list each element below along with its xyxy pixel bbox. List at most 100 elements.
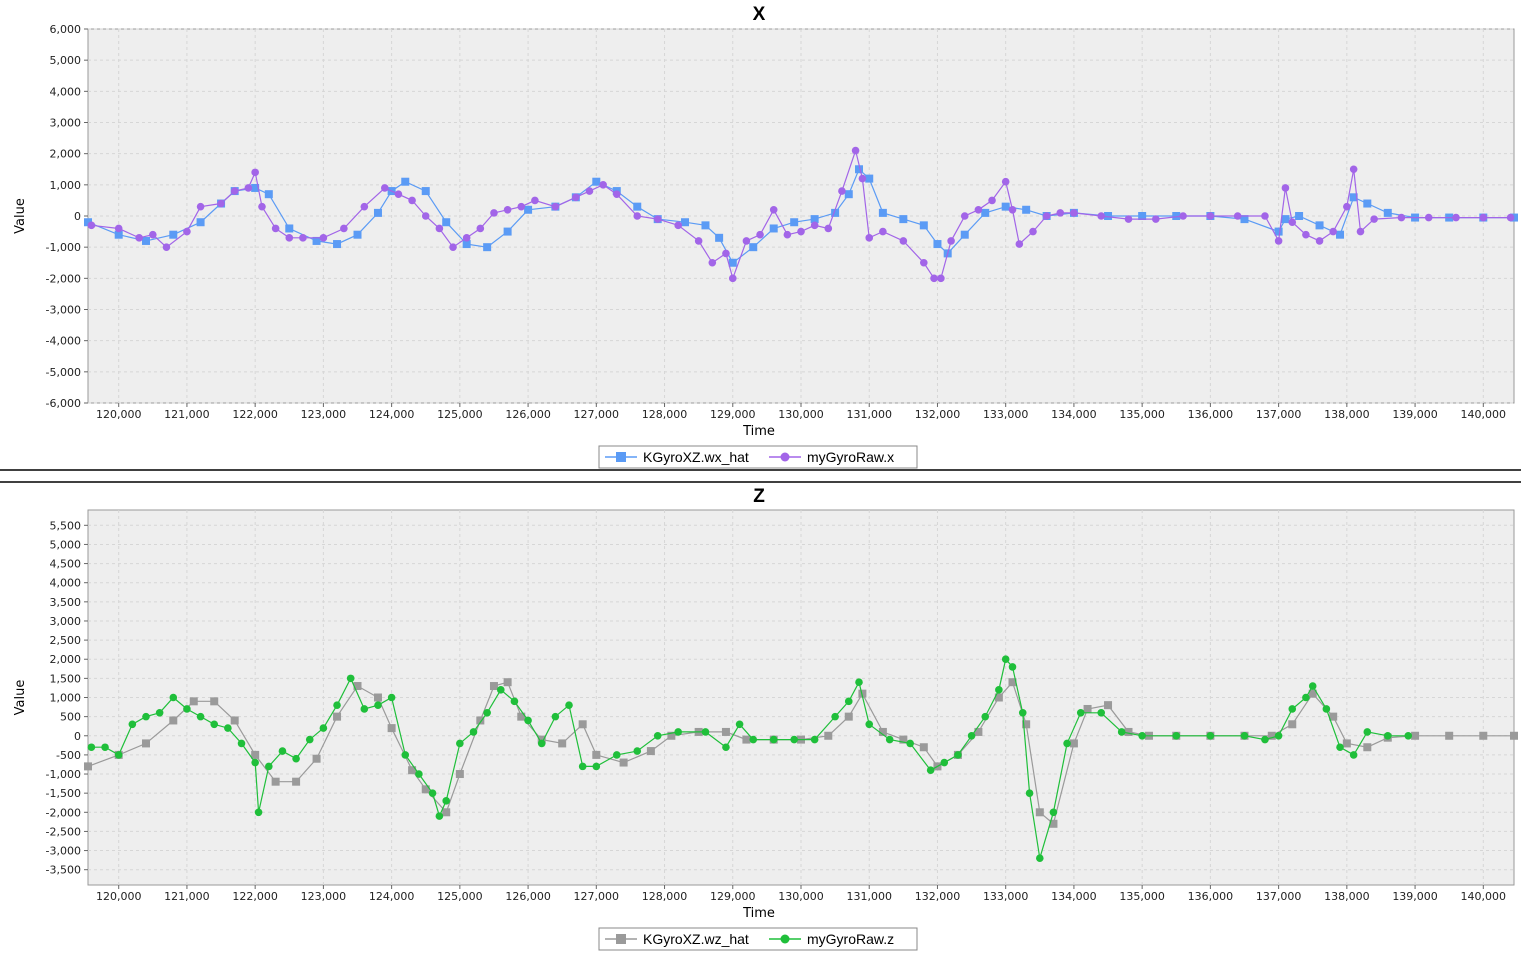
data-point-circle	[851, 146, 860, 155]
y-tick-label: -2,500	[46, 825, 81, 838]
data-point-square	[749, 243, 758, 252]
y-axis-label: Value	[13, 198, 28, 234]
data-point-circle	[810, 735, 819, 744]
data-point-circle	[1343, 202, 1351, 211]
x-tick-label: 133,000	[983, 890, 1029, 903]
data-point-circle	[578, 762, 587, 771]
data-point-circle	[988, 196, 996, 205]
data-point-circle	[1138, 731, 1146, 740]
data-point-circle	[114, 224, 123, 233]
data-point-circle	[285, 234, 294, 242]
data-point-square	[592, 750, 601, 759]
data-point-square	[981, 208, 990, 217]
data-point-circle	[135, 234, 143, 242]
data-point-square	[878, 208, 887, 217]
data-point-circle	[722, 249, 730, 258]
data-point-square	[858, 689, 867, 698]
x-tick-label: 137,000	[1256, 408, 1302, 421]
chart-z: -3,500 -3,000 -2,500 -2,000 -1,500 -1,000 -500…	[13, 486, 1518, 951]
legend-label: KGyroXZ.wx_hat	[643, 449, 749, 465]
x-tick-label: 136,000	[1188, 890, 1234, 903]
y-tick-label: -500	[56, 749, 81, 762]
data-point-square	[421, 187, 430, 196]
data-point-square	[790, 218, 799, 227]
data-point-circle	[599, 181, 607, 189]
data-point-square	[189, 697, 198, 706]
data-point-circle	[421, 212, 430, 220]
data-point-circle	[254, 808, 263, 817]
data-point-circle	[708, 258, 717, 267]
data-point-circle	[360, 705, 369, 713]
data-point-circle	[1151, 215, 1160, 223]
data-point-square	[1022, 205, 1031, 214]
data-point-circle	[517, 202, 526, 211]
x-axis-label: Time	[742, 424, 775, 439]
data-point-square	[919, 221, 928, 230]
data-point-circle	[401, 751, 410, 759]
data-point-circle	[674, 728, 682, 736]
data-point-square	[667, 731, 676, 740]
x-tick-label: 126,000	[505, 408, 551, 421]
data-point-circle	[1049, 808, 1058, 817]
data-point-square	[1308, 689, 1317, 698]
data-point-circle	[1206, 731, 1215, 740]
data-point-circle	[701, 728, 710, 736]
data-point-square	[878, 727, 887, 736]
legend-label: KGyroXZ.wz_hat	[643, 931, 749, 947]
x-tick-label: 140,000	[1461, 890, 1507, 903]
x-tick-label: 125,000	[437, 408, 483, 421]
data-point-circle	[1288, 705, 1297, 713]
x-tick-label: 131,000	[846, 408, 892, 421]
data-point-square	[285, 224, 294, 233]
data-point-square	[578, 720, 587, 729]
data-point-circle	[1397, 213, 1406, 222]
data-point-circle	[128, 720, 137, 729]
data-point-circle	[653, 731, 662, 740]
data-point-square	[742, 735, 751, 744]
data-point-circle	[1349, 165, 1358, 174]
x-tick-label: 122,000	[232, 890, 278, 903]
y-tick-label: -2,000	[46, 806, 81, 819]
data-point-circle	[1097, 212, 1106, 220]
data-point-circle	[674, 221, 682, 230]
data-point-circle	[496, 686, 505, 694]
x-tick-label: 121,000	[164, 890, 210, 903]
data-point-circle	[251, 758, 259, 767]
data-point-square	[1281, 215, 1290, 224]
x-tick-label: 140,000	[1461, 408, 1507, 421]
data-point-circle	[319, 724, 328, 732]
data-point-circle	[1001, 655, 1010, 664]
legend-label: myGyroRaw.z	[807, 931, 894, 947]
data-point-square	[728, 258, 737, 267]
x-tick-label: 123,000	[301, 408, 347, 421]
y-tick-label: 1,000	[50, 692, 82, 705]
data-point-square	[1267, 731, 1276, 740]
data-point-circle	[612, 751, 621, 759]
data-point-circle	[435, 224, 444, 233]
data-point-circle	[858, 174, 867, 183]
y-tick-label: 1,000	[50, 179, 82, 192]
data-point-circle	[271, 224, 280, 233]
data-point-circle	[865, 720, 874, 729]
y-tick-label: 2,000	[50, 148, 82, 161]
data-point-square	[312, 754, 321, 763]
data-point-circle	[531, 196, 539, 205]
y-tick-label: -3,500	[46, 864, 81, 877]
data-point-square	[994, 693, 1003, 702]
x-tick-label: 135,000	[1119, 408, 1165, 421]
data-point-circle	[1206, 212, 1215, 220]
data-point-circle	[155, 709, 164, 717]
x-tick-label: 133,000	[983, 408, 1029, 421]
x-tick-label: 138,000	[1324, 890, 1370, 903]
data-point-square	[401, 177, 410, 186]
x-tick-label: 129,000	[710, 890, 756, 903]
x-tick-label: 120,000	[96, 890, 142, 903]
y-tick-label: 4,000	[50, 577, 82, 590]
data-point-square	[919, 743, 928, 752]
data-point-circle	[1336, 743, 1344, 752]
legend-box	[598, 445, 918, 469]
data-point-circle	[722, 743, 730, 752]
data-point-circle	[1302, 693, 1310, 702]
data-point-circle	[1370, 215, 1378, 223]
